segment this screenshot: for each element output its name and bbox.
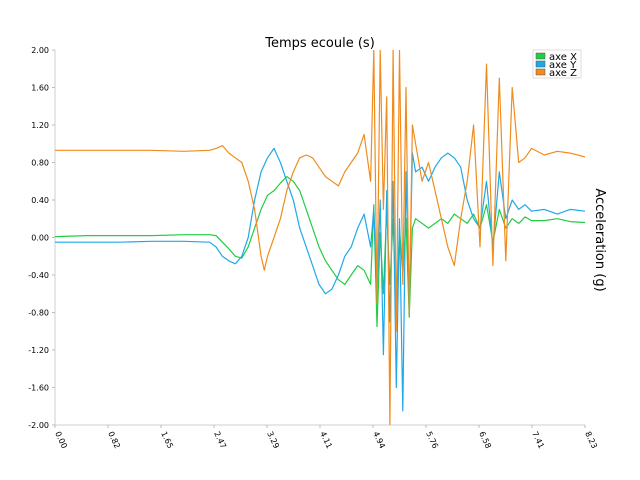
y-tick-label: -0.40 (28, 271, 49, 280)
y-tick-label: 0.40 (31, 196, 49, 205)
y-tick-label: -2.00 (28, 421, 49, 430)
x-tick-label: 7.41 (530, 430, 546, 450)
series-line-axe-x (55, 176, 585, 328)
y-axis-ticks: 2.00 1.60 1.20 0.80 0.40 0.00 -0.40 -0.80 -1.20 -… (28, 46, 55, 430)
series-lines (55, 50, 585, 425)
y-tick-label: 0.00 (31, 234, 49, 243)
y-tick-label: -1.20 (28, 346, 49, 355)
x-tick-label: 8.23 (583, 430, 599, 450)
legend-label: axe Y (549, 60, 577, 71)
legend-swatch (535, 52, 546, 60)
x-tick-label: 1.65 (159, 430, 175, 450)
legend-swatch (535, 60, 546, 68)
x-tick-label: 6.58 (477, 430, 493, 450)
x-tick-label: 0.82 (106, 430, 122, 450)
series-line-axe-z (55, 50, 585, 425)
legend-label: axe Z (549, 68, 577, 79)
x-tick-label: 3.29 (265, 430, 281, 450)
y-tick-label: 2.00 (31, 46, 49, 55)
y-axis-label: Acceleration (g) (592, 188, 607, 291)
x-tick-label: 0.00 (53, 430, 69, 450)
legend-swatch (535, 68, 546, 76)
chart-title: Temps ecoule (s) (264, 36, 375, 51)
y-tick-label: -1.60 (28, 384, 49, 393)
x-tick-label: 2.47 (212, 430, 228, 450)
y-tick-label: 1.20 (31, 121, 49, 130)
y-tick-label: 1.60 (31, 84, 49, 93)
x-axis-ticks: 0.00 0.82 1.65 2.47 3.29 4.11 4.94 5.76 6.58 7.41… (53, 425, 599, 450)
y-tick-label: 0.80 (31, 159, 49, 168)
series-line-axe-y (55, 147, 585, 412)
y-tick-label: -0.80 (28, 309, 49, 318)
x-tick-label: 4.11 (318, 430, 334, 450)
x-tick-label: 4.94 (371, 430, 387, 450)
x-tick-label: 5.76 (424, 430, 440, 450)
legend-label: axe X (549, 52, 577, 63)
